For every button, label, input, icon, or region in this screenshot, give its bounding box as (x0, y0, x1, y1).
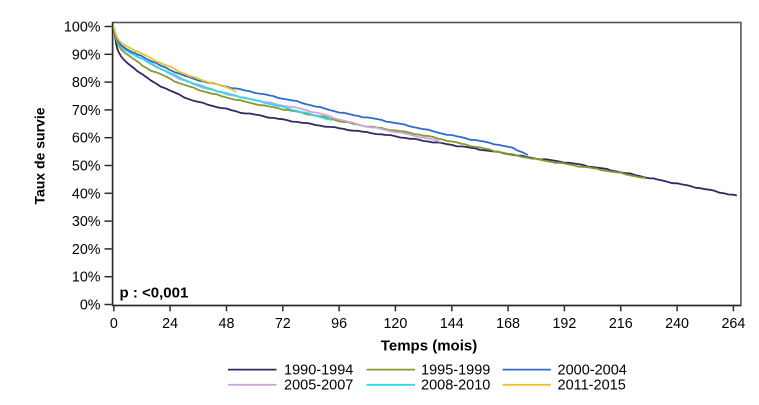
svg-text:72: 72 (275, 316, 291, 332)
svg-text:40%: 40% (72, 186, 101, 202)
svg-text:100%: 100% (64, 20, 101, 36)
svg-text:50%: 50% (72, 159, 101, 175)
svg-text:p : <0,001: p : <0,001 (120, 285, 189, 302)
svg-text:30%: 30% (72, 214, 101, 230)
svg-text:0%: 0% (80, 298, 101, 314)
svg-text:60%: 60% (72, 131, 101, 147)
svg-text:96: 96 (331, 316, 347, 332)
svg-text:2000-2004: 2000-2004 (558, 363, 627, 379)
svg-text:10%: 10% (72, 270, 101, 286)
svg-text:80%: 80% (72, 75, 101, 91)
svg-text:144: 144 (440, 316, 464, 332)
svg-text:2011-2015: 2011-2015 (558, 378, 626, 394)
svg-text:240: 240 (665, 316, 689, 332)
svg-text:1990-1994: 1990-1994 (284, 363, 353, 379)
svg-text:264: 264 (721, 316, 745, 332)
svg-text:90%: 90% (72, 47, 101, 63)
svg-text:192: 192 (552, 316, 576, 332)
svg-text:24: 24 (162, 316, 178, 332)
svg-text:Temps (mois): Temps (mois) (381, 338, 477, 355)
svg-text:120: 120 (383, 316, 407, 332)
svg-text:2005-2007: 2005-2007 (284, 378, 353, 394)
svg-text:48: 48 (219, 316, 235, 332)
svg-text:0: 0 (110, 316, 118, 332)
svg-text:2008-2010: 2008-2010 (421, 378, 490, 394)
svg-text:Taux de survie: Taux de survie (32, 107, 48, 204)
svg-text:70%: 70% (72, 103, 101, 119)
svg-text:20%: 20% (72, 242, 101, 258)
svg-text:168: 168 (496, 316, 520, 332)
svg-text:216: 216 (609, 316, 633, 332)
svg-text:1995-1999: 1995-1999 (421, 363, 490, 379)
